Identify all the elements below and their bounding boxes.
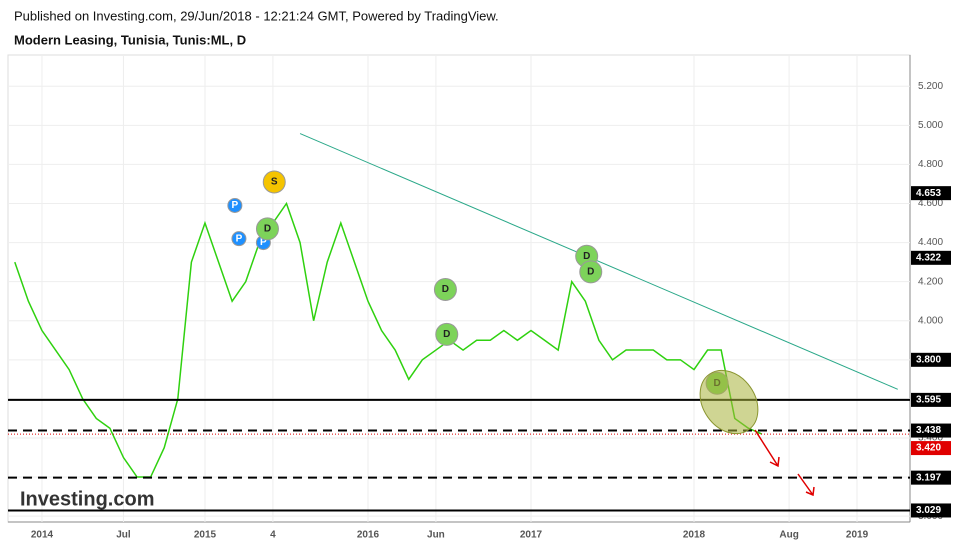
watermark: Investing.com xyxy=(20,488,154,510)
event-marker xyxy=(262,170,286,194)
price-label: 3.029 xyxy=(916,505,941,516)
price-label: 3.420 xyxy=(916,443,941,454)
event-label: D xyxy=(264,224,271,235)
y-tick-label: 4.600 xyxy=(918,198,943,209)
price-label-box xyxy=(911,470,951,485)
x-tick-label: Aug xyxy=(779,530,798,541)
price-line xyxy=(14,201,763,478)
event-label: S xyxy=(271,177,278,188)
y-tick-label: 4.800 xyxy=(918,159,943,170)
price-label-box xyxy=(911,392,951,407)
price-label-box xyxy=(911,503,951,518)
y-tick-label: 4.000 xyxy=(918,315,943,326)
price-label: 3.800 xyxy=(916,354,941,365)
highlight-ellipse xyxy=(699,369,759,435)
y-tick-label: 4.400 xyxy=(918,237,943,248)
price-label-box xyxy=(911,441,951,456)
y-tick-label: 5.000 xyxy=(918,120,943,131)
event-label: P xyxy=(232,200,239,211)
event-label: P xyxy=(260,237,267,248)
x-tick-label: 2018 xyxy=(683,530,706,541)
event-label: D xyxy=(587,267,594,278)
price-label: 4.322 xyxy=(916,252,941,263)
event-marker xyxy=(433,277,457,301)
price-label-box xyxy=(911,186,951,201)
price-label-box xyxy=(911,250,951,265)
y-tick-label: 4.200 xyxy=(918,276,943,287)
price-label: 3.595 xyxy=(916,395,941,406)
price-label: 3.438 xyxy=(916,425,941,436)
event-marker xyxy=(231,231,247,247)
x-tick-label: 2017 xyxy=(520,530,543,541)
event-label: P xyxy=(236,233,243,244)
x-tick-label: 2014 xyxy=(31,530,54,541)
event-label: D xyxy=(442,284,449,295)
event-label: D xyxy=(443,329,450,340)
trendline xyxy=(299,133,898,390)
instrument-title: Modern Leasing, Tunisia, Tunis:ML, D xyxy=(14,32,246,47)
x-tick-label: Jun xyxy=(427,530,445,541)
price-label: 3.197 xyxy=(916,472,941,483)
x-tick-label: 4 xyxy=(270,530,276,541)
event-label: D xyxy=(583,251,590,262)
event-marker xyxy=(435,322,459,346)
x-tick-label: 2015 xyxy=(194,530,217,541)
price-label-box xyxy=(911,352,951,367)
forecast-arrows xyxy=(754,429,815,497)
published-note: Published on Investing.com, 29/Jun/2018 … xyxy=(14,8,499,23)
y-tick-label: 5.200 xyxy=(918,81,943,92)
x-tick-label: 2019 xyxy=(846,530,869,541)
event-marker xyxy=(255,217,279,241)
price-label-box xyxy=(911,423,951,438)
event-marker xyxy=(227,197,243,213)
event-marker xyxy=(579,260,603,284)
y-tick-label: 3.400 xyxy=(918,433,943,444)
x-tick-label: 2016 xyxy=(357,530,380,541)
price-label: 4.653 xyxy=(916,188,941,199)
x-tick-label: Jul xyxy=(116,530,131,541)
